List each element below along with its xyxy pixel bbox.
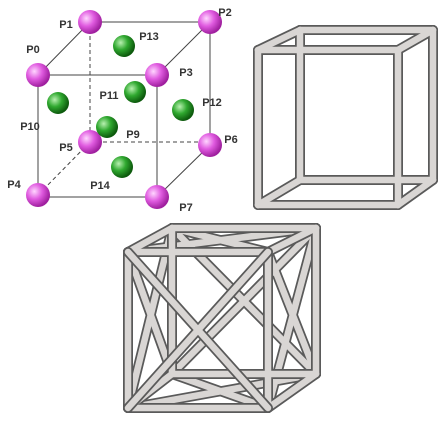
beam (168, 370, 272, 412)
atom-labels: P0 P1 P2 P3 P4 P5 P6 P7 P9 P10 P11 P12 P13 P14 (7, 7, 237, 214)
beam (168, 224, 320, 378)
atom-label: P5 (59, 142, 72, 154)
beam (254, 26, 304, 54)
atom-label: P2 (218, 7, 231, 19)
simple-cubic-frame (253, 25, 438, 210)
beam (124, 248, 176, 378)
center-atom (124, 81, 146, 103)
beam (254, 176, 304, 209)
center-atom (96, 116, 118, 138)
corner-atom (145, 185, 169, 209)
atom-label: P10 (20, 121, 40, 133)
beam (264, 248, 320, 378)
beam (124, 248, 272, 412)
corner-atom (198, 133, 222, 157)
atoms (26, 10, 222, 209)
atom-label: P13 (139, 31, 159, 43)
beam (264, 224, 320, 256)
braced-cubic-frame (123, 223, 321, 413)
atom-label: P3 (179, 67, 192, 79)
atom-label: P6 (224, 134, 237, 146)
corner-atom (78, 130, 102, 154)
atom-label: P12 (202, 97, 222, 109)
corner-atom (26, 183, 50, 207)
atom-label: P14 (90, 180, 110, 192)
atom-label: P0 (26, 44, 39, 56)
center-atom (113, 35, 135, 57)
corner-atom (78, 10, 102, 34)
atom-label: P1 (59, 19, 72, 31)
atom-label: P4 (7, 179, 21, 191)
beam (394, 26, 437, 54)
atom-label: P9 (126, 129, 139, 141)
beam (124, 224, 176, 256)
corner-atom (26, 63, 50, 87)
center-atom (47, 92, 69, 114)
atom-label: P11 (100, 90, 119, 102)
center-atom (172, 99, 194, 121)
corner-atom (145, 63, 169, 87)
center-atom (111, 156, 133, 178)
beam (264, 370, 320, 412)
beam (394, 176, 437, 209)
atom-label: P7 (179, 202, 192, 214)
corner-atom (198, 10, 222, 34)
